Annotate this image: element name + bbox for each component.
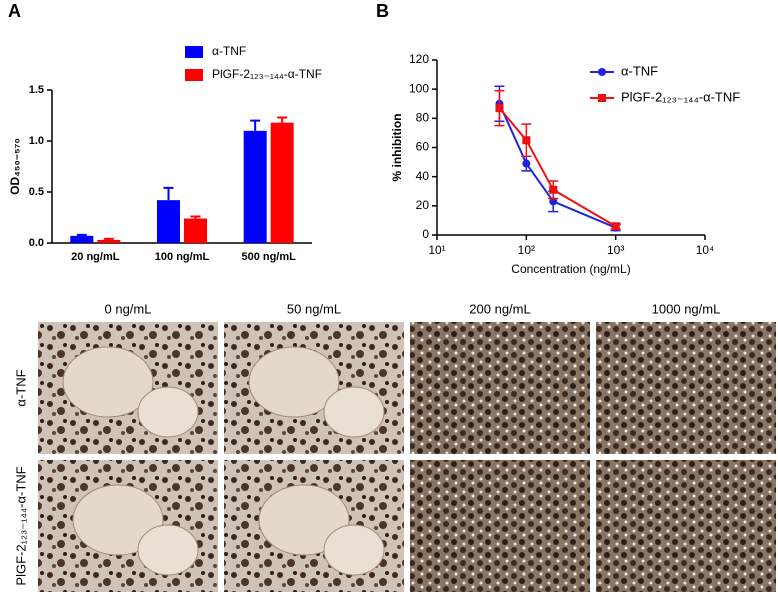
y-tick-label: 1.5 [29,84,44,96]
error-bar [250,119,261,131]
error-bar [76,233,87,236]
y-axis-label: OD₄₅₀₋₅₇₀ [8,138,22,195]
y-tick-label: 0.5 [29,186,44,198]
resorption-pit [137,386,199,438]
y-tick-label: 20 [416,198,430,212]
legend-marker [598,68,606,76]
column-label: 200 ng/mL [469,301,530,316]
legend-label: α-TNF [621,63,658,78]
row-label: α-TNF [13,369,28,406]
resorption-pit [62,346,154,418]
legend-label: PlGF-2₁₂₃₋₁₄₄-α-TNF [621,89,740,104]
legend-label: PlGF-2₁₂₃₋₁₄₄-α-TNF [212,67,322,81]
x-tick-label: 10¹ [428,243,445,257]
row-label: PlGF-2₁₂₃₋₁₄₄-α-TNF [13,466,28,585]
error-bar [190,215,201,219]
y-tick-label: 80 [416,111,430,125]
marker [611,222,620,231]
panel-label: A [8,1,21,21]
marker [495,104,504,113]
legend-swatch [185,69,203,81]
micrograph [596,460,776,592]
resorption-pit [323,524,385,576]
x-axis-label: Concentration (ng/mL) [511,262,630,276]
x-tick-label: 500 ng/mL [241,251,296,263]
marker [549,197,558,206]
y-tick-label: 0.0 [29,237,44,249]
panel-label: B [376,1,389,21]
marker [549,185,558,194]
bar [243,130,267,243]
column-label: 50 ng/mL [287,301,341,316]
bar [157,200,180,243]
micrograph [410,460,590,592]
column-label: 1000 ng/mL [652,301,721,316]
resorption-pit [323,386,385,438]
bar [184,218,207,243]
y-tick-label: 0 [422,227,429,241]
error-bar [277,116,288,123]
resorption-pit [137,524,199,576]
y-tick-label: 1.0 [29,135,44,147]
marker [522,159,531,168]
x-tick-label: 10² [518,243,535,257]
y-tick-label: 60 [416,140,430,154]
y-tick-label: 120 [409,52,429,66]
micrograph [410,322,590,454]
bar [70,235,94,243]
x-tick-label: 10⁴ [696,243,715,257]
resorption-pit [258,484,350,556]
x-tick-label: 10³ [607,243,624,257]
legend-label: α-TNF [212,44,246,58]
error-bar [103,237,114,240]
column-label: 0 ng/mL [105,301,152,316]
x-tick-label: 20 ng/mL [71,251,120,263]
bar [97,239,121,243]
y-tick-label: 100 [409,81,429,95]
line [498,103,617,229]
y-tick-label: 40 [416,169,430,183]
legend-swatch [185,46,203,58]
resorption-pit [72,484,164,556]
x-tick-label: 100 ng/mL [155,251,210,263]
marker [522,136,531,145]
bar [270,122,294,243]
micrograph [596,322,776,454]
line [498,107,617,228]
legend-marker [598,94,606,102]
y-axis-label: % inhibition [390,114,404,182]
error-bar [163,186,174,201]
resorption-pit [248,346,340,418]
